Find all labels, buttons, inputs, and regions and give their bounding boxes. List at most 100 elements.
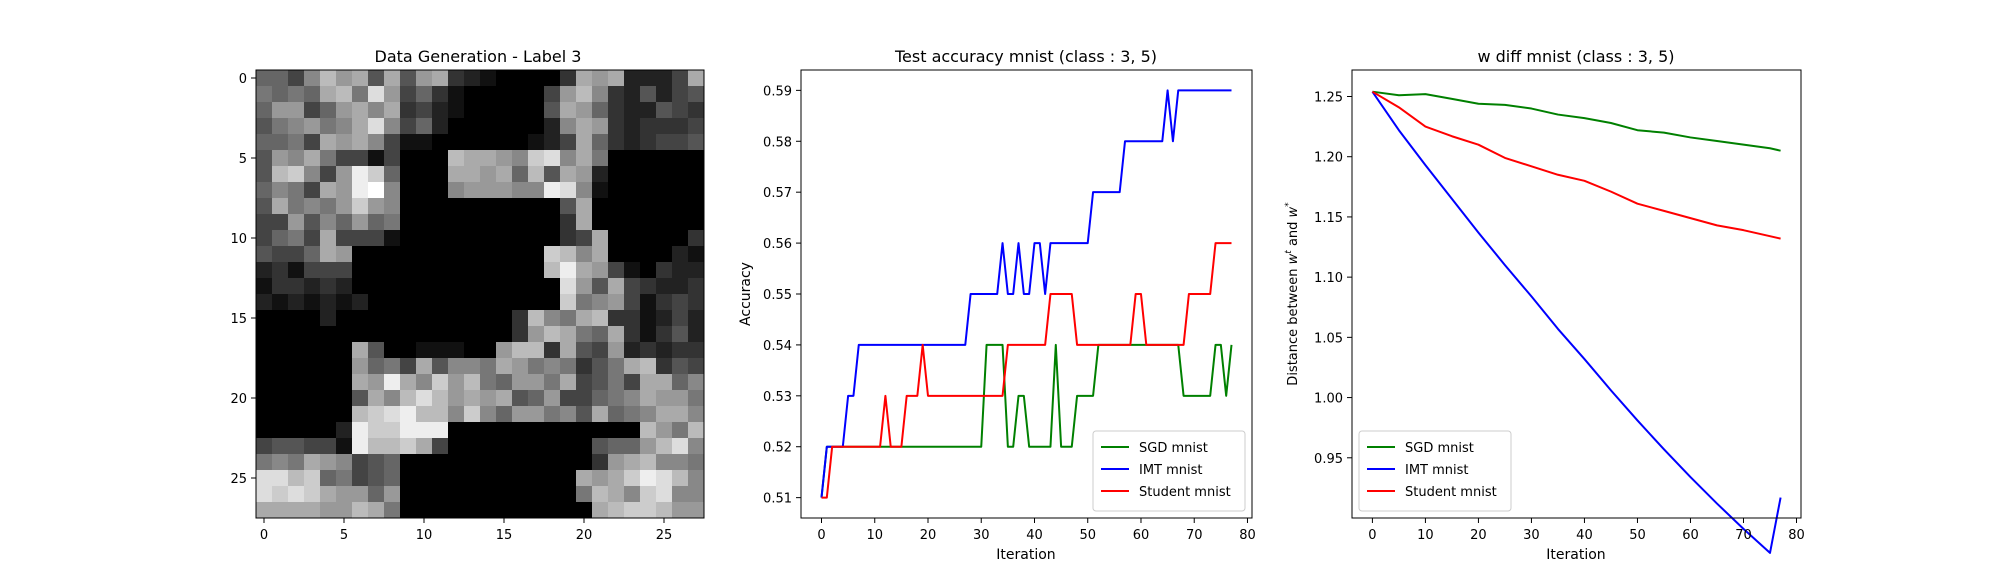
heatmap-cell: [400, 390, 417, 407]
heatmap-cell: [608, 310, 625, 327]
heatmap-cell: [656, 406, 673, 423]
heatmap-cell: [656, 438, 673, 455]
wdiff-x-label: Iteration: [1546, 547, 1605, 563]
heatmap-cell: [256, 358, 273, 375]
heatmap-cell: [272, 454, 289, 471]
heatmap-cell: [640, 454, 657, 471]
heatmap-cell: [576, 422, 593, 439]
heatmap-cell: [352, 262, 369, 279]
y-tick-label: 0.51: [763, 492, 792, 507]
heatmap-cell: [608, 86, 625, 103]
heatmap-cell: [624, 438, 641, 455]
heatmap-cell: [688, 294, 705, 311]
heatmap-cell: [336, 182, 353, 199]
heatmap-cell: [384, 182, 401, 199]
heatmap-cell: [432, 134, 449, 151]
heatmap-cell: [448, 86, 465, 103]
heatmap-cell: [496, 358, 513, 375]
heatmap-cell: [592, 150, 609, 167]
heatmap-cell: [272, 134, 289, 151]
heatmap-cell: [592, 502, 609, 519]
heatmap-cell: [608, 118, 625, 135]
x-tick-label: 50: [1629, 528, 1646, 543]
heatmap-cell: [368, 230, 385, 247]
x-tick-label: 30: [973, 528, 990, 543]
heatmap-cell: [288, 134, 305, 151]
heatmap-cell: [576, 454, 593, 471]
heatmap-cells: [256, 70, 705, 519]
heatmap-cell: [336, 278, 353, 295]
heatmap-cell: [624, 326, 641, 343]
heatmap-cell: [320, 294, 337, 311]
heatmap-cell: [688, 502, 705, 519]
heatmap-cell: [496, 422, 513, 439]
heatmap-cell: [672, 342, 689, 359]
heatmap-cell: [544, 310, 561, 327]
heatmap-cell: [688, 102, 705, 119]
heatmap-cell: [496, 278, 513, 295]
heatmap-cell: [256, 86, 273, 103]
heatmap-cell: [464, 198, 481, 215]
series-line-imt-mnist: [1371, 91, 1782, 554]
heatmap-cell: [464, 214, 481, 231]
heatmap-cell: [304, 310, 321, 327]
heatmap-cell: [576, 470, 593, 487]
heatmap-cell: [496, 390, 513, 407]
heatmap-cell: [384, 438, 401, 455]
heatmap-cell: [688, 118, 705, 135]
heatmap-cell: [384, 278, 401, 295]
heatmap-cell: [368, 294, 385, 311]
heatmap-cell: [368, 150, 385, 167]
heatmap-cell: [448, 262, 465, 279]
heatmap-cell: [576, 86, 593, 103]
heatmap-cell: [448, 102, 465, 119]
heatmap-cell: [288, 118, 305, 135]
heatmap-cell: [384, 198, 401, 215]
heatmap-cell: [336, 246, 353, 263]
heatmap-cell: [624, 198, 641, 215]
heatmap-title: Data Generation - Label 3: [375, 47, 582, 66]
heatmap-cell: [480, 118, 497, 135]
heatmap-cell: [320, 406, 337, 423]
heatmap-cell: [416, 470, 433, 487]
heatmap-cell: [448, 374, 465, 391]
heatmap-cell: [592, 374, 609, 391]
heatmap-cell: [304, 358, 321, 375]
heatmap-cell: [512, 406, 529, 423]
heatmap-cell: [544, 390, 561, 407]
heatmap-cell: [448, 326, 465, 343]
heatmap-x-tick-label: 5: [340, 528, 348, 543]
heatmap-cell: [480, 310, 497, 327]
heatmap-cell: [688, 214, 705, 231]
heatmap-cell: [656, 166, 673, 183]
heatmap-cell: [400, 422, 417, 439]
heatmap-cell: [432, 358, 449, 375]
wdiff-y-label: Distance between wt and w*: [1284, 202, 1301, 386]
heatmap-cell: [592, 422, 609, 439]
heatmap-cell: [592, 262, 609, 279]
heatmap-cell: [528, 182, 545, 199]
heatmap-cell: [384, 470, 401, 487]
heatmap-cell: [688, 134, 705, 151]
heatmap-cell: [352, 134, 369, 151]
heatmap-cell: [496, 470, 513, 487]
heatmap-cell: [544, 294, 561, 311]
y-tick-label: 1.10: [1314, 271, 1343, 286]
heatmap-cell: [272, 278, 289, 295]
heatmap-cell: [576, 198, 593, 215]
heatmap-cell: [352, 214, 369, 231]
heatmap-cell: [384, 102, 401, 119]
heatmap-cell: [560, 70, 577, 87]
heatmap-cell: [368, 310, 385, 327]
x-tick-label: 70: [1186, 528, 1203, 543]
heatmap-cell: [272, 166, 289, 183]
heatmap-cell: [368, 246, 385, 263]
heatmap-cell: [608, 214, 625, 231]
heatmap-cell: [368, 454, 385, 471]
heatmap-cell: [400, 358, 417, 375]
heatmap-cell: [512, 438, 529, 455]
heatmap-cell: [672, 310, 689, 327]
y-tick-label: 0.53: [763, 390, 792, 405]
x-tick-label: 70: [1735, 528, 1752, 543]
plot-frame: [1351, 69, 1802, 519]
